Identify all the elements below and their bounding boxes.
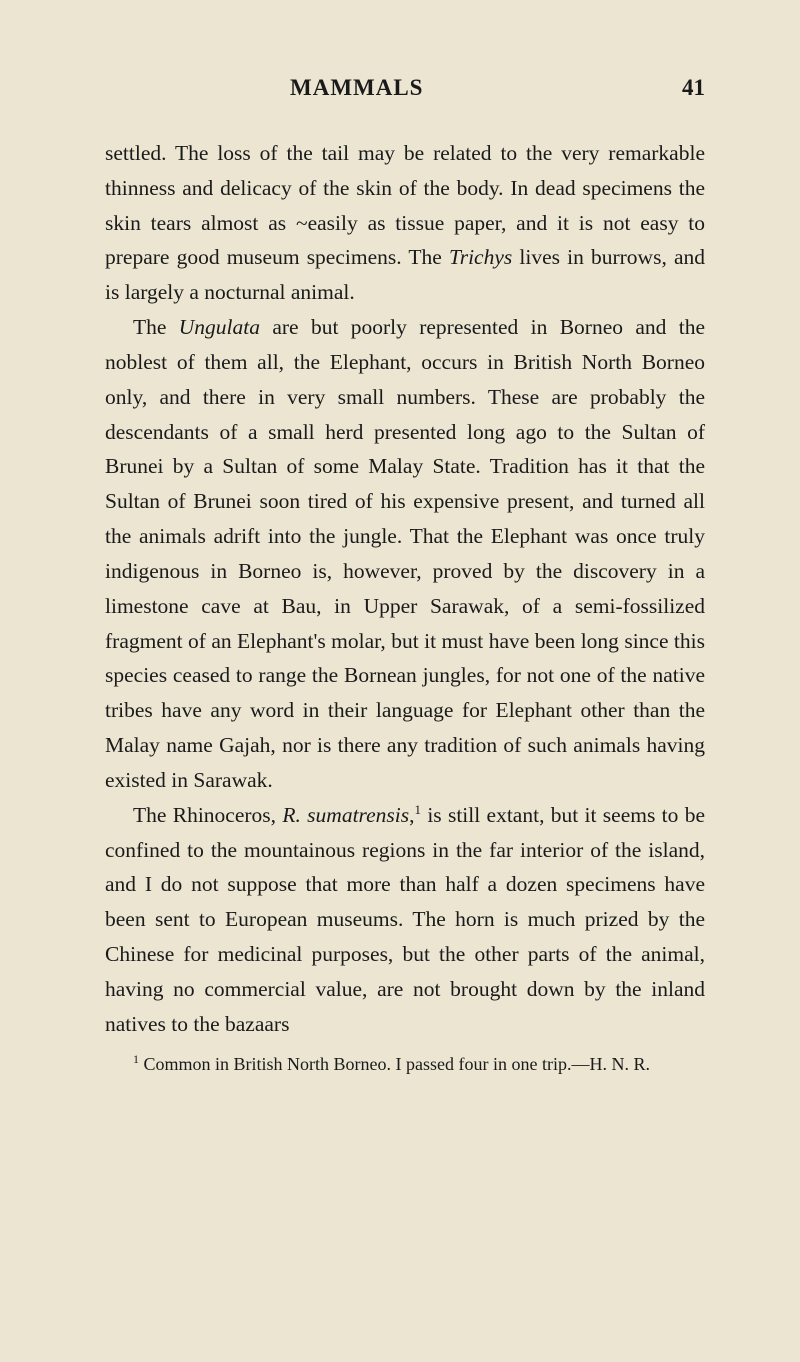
p2-text-2: are but poorly represented in Borneo and… xyxy=(105,315,705,792)
p3-italic-1: R. sumatrensis xyxy=(282,803,409,827)
p2-italic-1: Ungulata xyxy=(179,315,260,339)
paragraph-3: The Rhinoceros, R. sumatrensis,1 is stil… xyxy=(105,798,705,1042)
p1-mark: ~ xyxy=(296,211,308,235)
paragraph-1: settled. The loss of the tail may be rel… xyxy=(105,136,705,310)
page-number: 41 xyxy=(682,75,705,101)
p3-text-1: The Rhinoceros, xyxy=(133,803,282,827)
p3-text-3: is still extant, but it seems to be conf… xyxy=(105,803,705,1036)
page-header: MAMMALS 41 xyxy=(105,75,705,101)
p1-italic-1: Trichys xyxy=(449,245,512,269)
footnote: 1 Common in British North Borneo. I pass… xyxy=(105,1050,705,1078)
body-text: settled. The loss of the tail may be rel… xyxy=(105,136,705,1042)
p2-text-1: The xyxy=(133,315,179,339)
paragraph-2: The Ungulata are but poorly represented … xyxy=(105,310,705,798)
footnote-text: Common in British North Borneo. I passed… xyxy=(139,1054,650,1074)
header-title: MAMMALS xyxy=(290,75,423,101)
